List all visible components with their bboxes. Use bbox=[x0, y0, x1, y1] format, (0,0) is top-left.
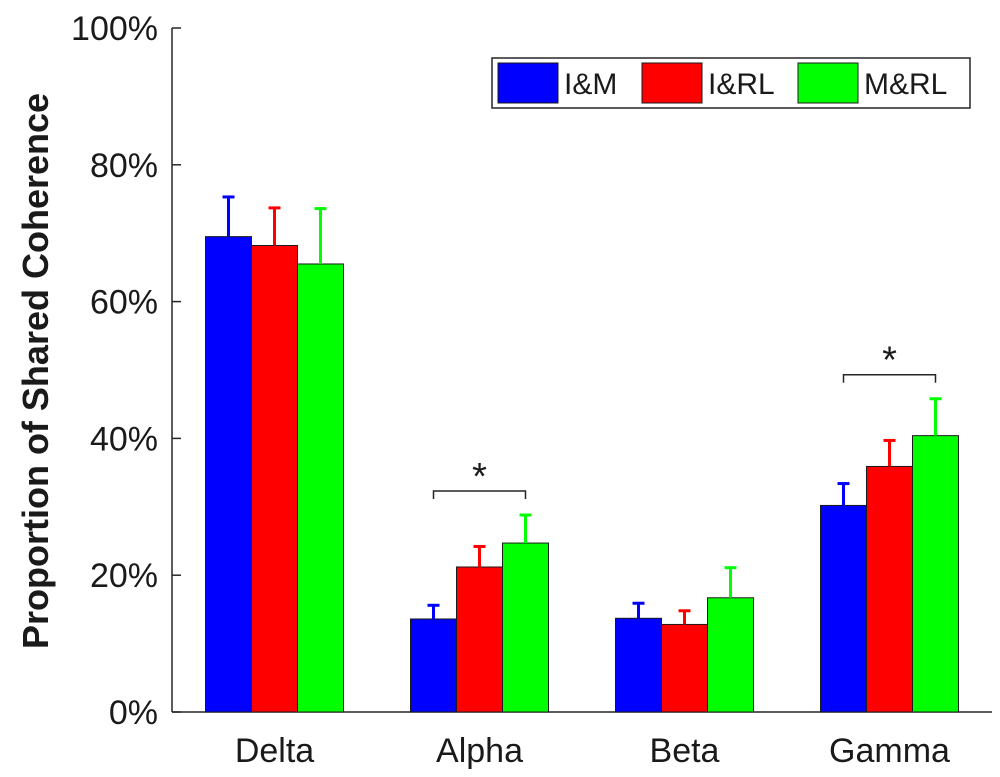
x-tick-label: Gamma bbox=[829, 732, 950, 770]
legend-swatch bbox=[641, 62, 703, 104]
significance-marker: * bbox=[882, 340, 897, 382]
y-tick-label: 40% bbox=[90, 420, 158, 458]
bar bbox=[251, 245, 298, 713]
significance-bracket bbox=[432, 490, 527, 500]
bar bbox=[615, 617, 662, 713]
bar bbox=[866, 465, 913, 713]
bar bbox=[502, 542, 549, 713]
significance-bracket bbox=[842, 373, 937, 383]
bar bbox=[410, 618, 457, 713]
legend-label: M&RL bbox=[864, 68, 947, 101]
legend-box bbox=[491, 57, 971, 109]
x-tick-label: Delta bbox=[235, 732, 314, 770]
x-tick-label: Alpha bbox=[436, 732, 523, 770]
bar bbox=[205, 236, 252, 713]
y-axis-label: Proportion of Shared Coherence bbox=[15, 93, 56, 649]
legend-swatch bbox=[497, 62, 559, 104]
y-tick-label: 0% bbox=[109, 694, 158, 732]
significance-marker: * bbox=[472, 456, 487, 498]
bar bbox=[820, 504, 867, 713]
legend-label: I&RL bbox=[708, 68, 775, 101]
legend-swatch bbox=[797, 62, 859, 104]
bar bbox=[707, 597, 754, 713]
y-tick-label: 20% bbox=[90, 557, 158, 595]
y-tick-label: 60% bbox=[90, 284, 158, 322]
bar bbox=[297, 263, 344, 713]
y-tick-label: 80% bbox=[90, 147, 158, 185]
legend-label: I&M bbox=[564, 68, 617, 101]
bar bbox=[456, 566, 503, 713]
x-tick-label: Beta bbox=[650, 732, 720, 770]
bar bbox=[912, 435, 959, 713]
bar bbox=[661, 623, 708, 713]
y-tick-label: 100% bbox=[71, 10, 158, 48]
